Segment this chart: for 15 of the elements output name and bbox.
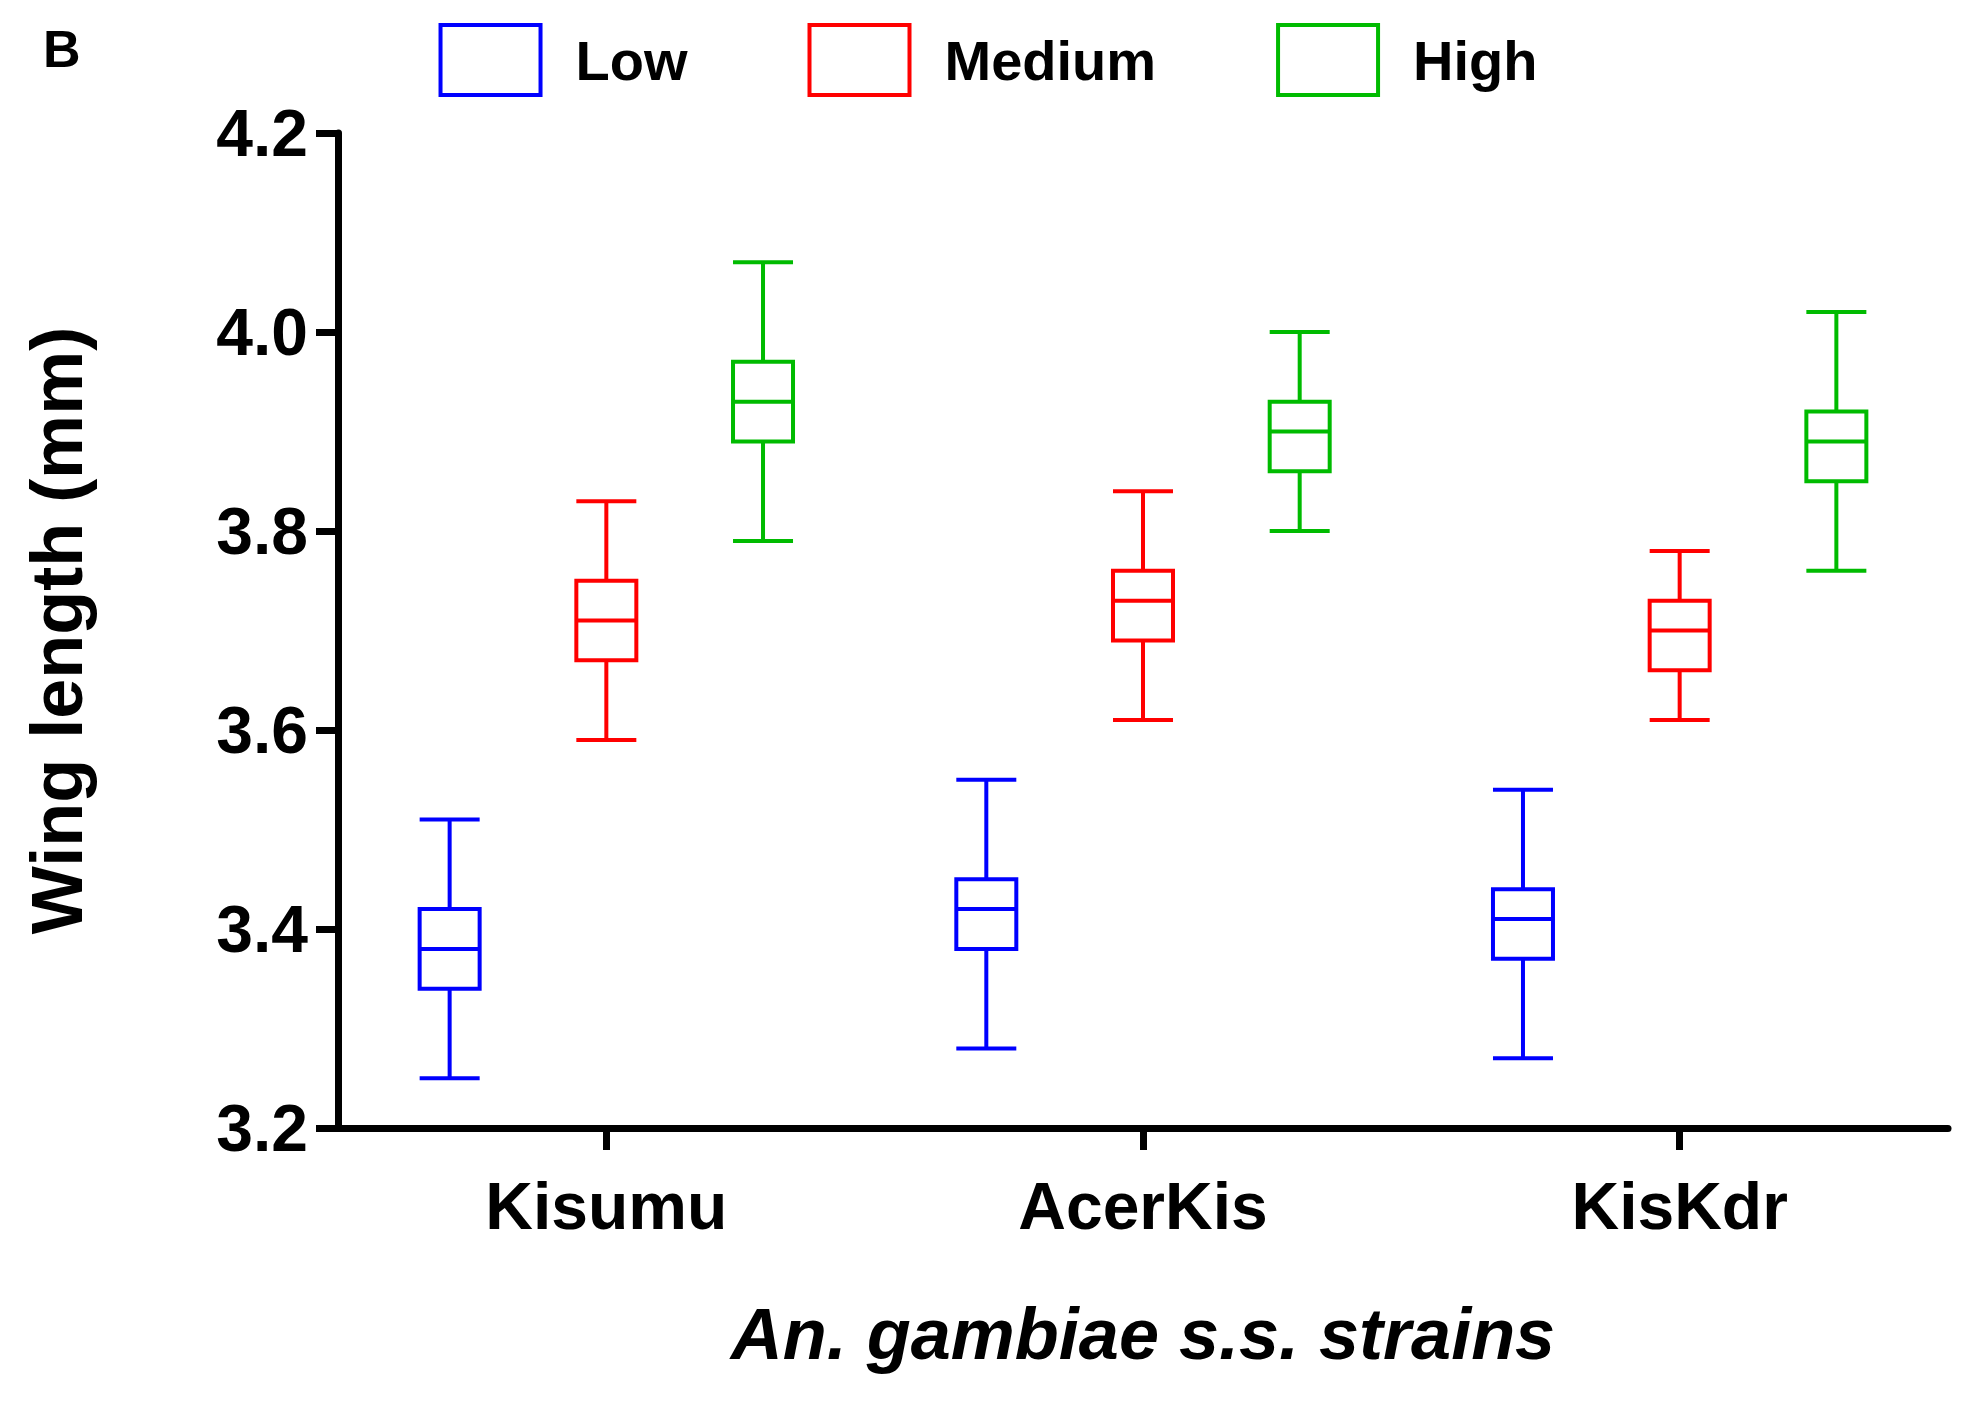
y-tick-label: 4.2 bbox=[216, 96, 308, 170]
y-axis-title: Wing length (mm) bbox=[17, 326, 97, 935]
y-tick-label: 3.2 bbox=[216, 1091, 308, 1165]
x-tick-label: KisKdr bbox=[1571, 1169, 1788, 1243]
x-axis-title: An. gambiae s.s. strains bbox=[728, 1294, 1556, 1374]
y-tick-label: 4.0 bbox=[216, 295, 308, 369]
x-tick-label: Kisumu bbox=[485, 1169, 728, 1243]
y-tick-label: 3.8 bbox=[216, 494, 308, 568]
y-tick-label: 3.4 bbox=[216, 892, 309, 966]
chart-title: B bbox=[43, 20, 81, 78]
legend-label: Medium bbox=[944, 28, 1157, 92]
legend-label: Low bbox=[575, 28, 688, 92]
x-tick-label: AcerKis bbox=[1018, 1169, 1268, 1243]
y-tick-label: 3.6 bbox=[216, 693, 308, 767]
legend-label: High bbox=[1413, 28, 1538, 92]
